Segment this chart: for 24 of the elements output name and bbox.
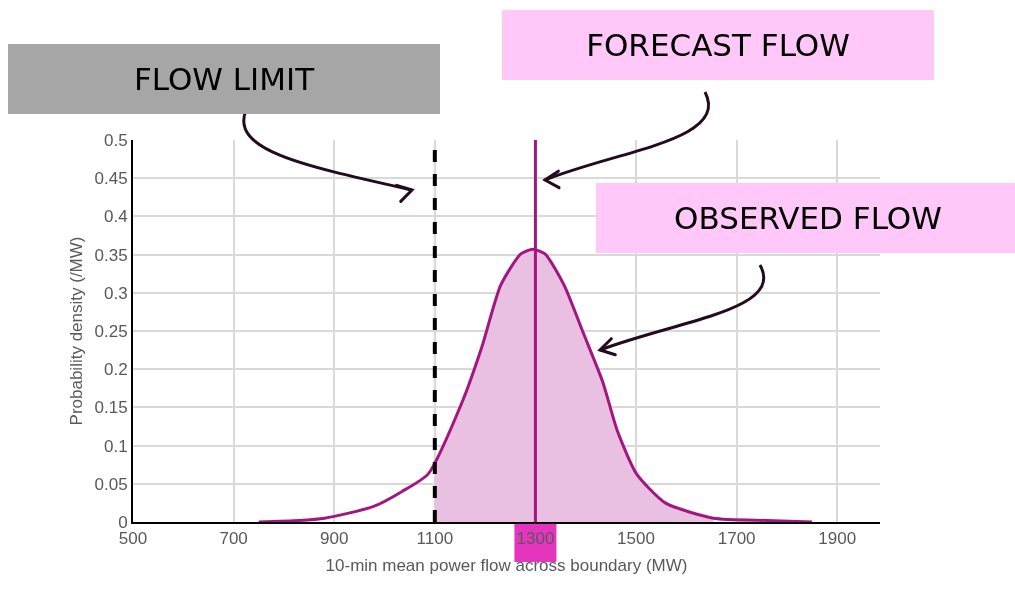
x-tick-label: 700 [219, 529, 248, 549]
y-tick-label: 0.05 [94, 474, 128, 494]
y-tick-label: 0.45 [94, 169, 128, 189]
y-tick-label: 0.25 [94, 321, 128, 341]
x-tick-label: 1100 [416, 529, 454, 549]
x-tick-label: 1900 [818, 529, 857, 549]
y-tick-label: 0.5 [103, 130, 128, 150]
y-tick-label: 0 [118, 512, 128, 532]
x-tick-label: 500 [118, 529, 148, 549]
x-tick-label: 1700 [717, 529, 756, 549]
callout-box: OBSERVED FLOW [596, 183, 1015, 253]
y-tick-label: 0.2 [103, 360, 128, 380]
x-tick-label: 900 [320, 529, 349, 549]
callout-box: FORECAST FLOW [502, 10, 934, 80]
x-axis-title: 10-min mean power flow across boundary (MW) [325, 556, 688, 576]
y-tick-label: 0.35 [94, 245, 128, 265]
callout-box: FLOW LIMIT [8, 44, 440, 114]
y-tick-label: 0.3 [103, 283, 128, 303]
y-tick-label: 0.1 [103, 436, 128, 456]
x-tick-label: 1300 [516, 529, 555, 549]
y-tick-label: 0.4 [103, 207, 128, 227]
x-tick-label: 1500 [617, 529, 655, 549]
y-tick-label: 0.15 [94, 398, 128, 418]
y-axis-title: Probability density (/MW) [66, 236, 86, 426]
